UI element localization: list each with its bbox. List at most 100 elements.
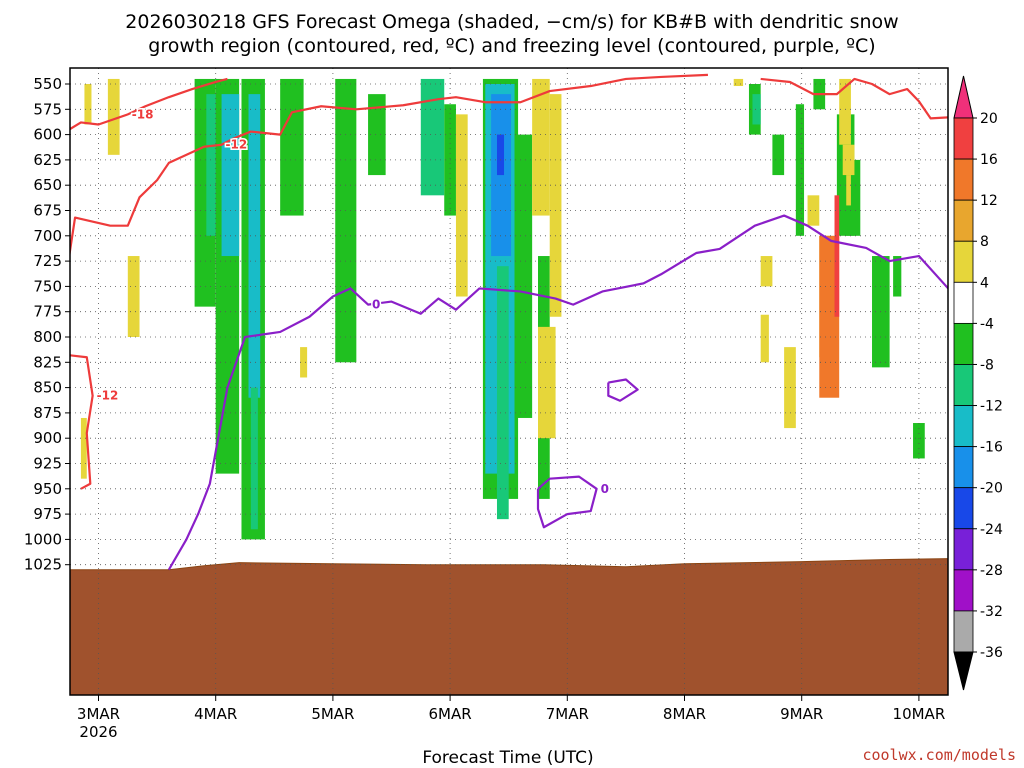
colorbar-label-1: 16 [980,152,998,168]
y-tick-label-2: 600 [33,126,62,144]
dgz-contour-line-3 [760,77,948,120]
y-tick-label-0: 550 [33,75,62,93]
terrain-fill [70,558,948,695]
colorbar-bottom-arrow [953,651,974,691]
omega-cell-49 [913,423,925,459]
colorbar-label-4: 4 [980,275,989,291]
colorbar-label-10: -24 [980,522,1003,538]
omega-cell-21 [496,134,505,176]
freezing-contour-line-1 [536,475,598,529]
terrain-surface [70,558,948,695]
x-tick-label-2: 5MAR [311,705,354,723]
plot-frame [69,67,949,696]
y-tick-label-19: 1025 [24,556,62,574]
omega-shading [80,78,925,540]
colorbar: 20 16 12 8 4 -4 -8 -12 -16 -20 -24 -28 -32 -36 [953,75,1003,691]
omega-cell-22 [496,266,509,520]
y-tick-label-16: 950 [33,480,62,498]
y-tick-label-1: 575 [33,100,62,118]
x-axis-title: Forecast Time (UTC) [422,748,593,768]
omega-cell-25 [532,78,550,216]
colorbar-label-3: 8 [980,234,989,250]
freezing-contour-line-0 [167,214,948,571]
colorbar-band-3 [953,240,974,283]
omega-cell-28 [733,78,744,87]
colorbar-band-4 [953,281,974,324]
colorbar-band-8 [953,446,974,489]
omega-cell-1 [107,78,120,155]
freezing-contour-line-2 [607,378,639,402]
y-tick-label-17: 975 [33,505,62,523]
dgz-contour-label-1: -18 [132,107,154,121]
omega-cell-35 [795,104,805,236]
dgz-contour-line-1 [70,77,228,131]
dgz-contour-line-0 [70,73,708,257]
omega-cell-2 [127,256,140,337]
colorbar-band-1 [953,158,974,201]
omega-cell-39 [807,195,820,226]
y-axis: 550 575 600 625 650 675 700 725 750 775 800 825 850 8… [24,75,70,574]
colorbar-band-11 [953,569,974,612]
chart-title-line-1: 2026030218 GFS Forecast Omega (shaded, −… [125,11,898,33]
omega-cell-11 [280,78,304,216]
y-tick-label-10: 800 [33,328,62,346]
omega-cell-45 [842,144,855,176]
chart-title-line-2: growth region (contoured, red, ºC) and f… [148,35,875,57]
dgz-contour-label-0: -12 [226,138,248,152]
colorbar-label-11: -28 [980,563,1003,579]
contour-labels: -12 -18 -12 0 0 [95,106,610,497]
x-tick-label-7: 10MAR [893,705,946,723]
y-tick-label-6: 700 [33,227,62,245]
colorbar-band-7 [953,405,974,448]
omega-cell-17 [455,114,468,297]
omega-cell-10 [250,387,258,530]
freezing-contours [167,214,948,571]
omega-cell-43 [834,195,840,317]
omega-cell-37 [813,78,826,95]
y-tick-label-11: 825 [33,353,62,371]
colorbar-label-9: -20 [980,481,1003,497]
omega-cell-34 [784,347,796,429]
freezing-contour-label-1: 0 [601,482,609,496]
omega-cell-0 [84,84,92,125]
colorbar-band-9 [953,487,974,530]
omega-cell-46 [846,175,851,206]
colorbar-label-12: -32 [980,604,1003,620]
dgz-contours [70,73,948,490]
omega-cell-20 [491,94,512,257]
x-tick-label-5: 8MAR [663,705,706,723]
y-tick-label-12: 850 [33,379,62,397]
x-tick-label-0: 3MAR [77,705,120,723]
colorbar-band-0 [953,117,974,160]
colorbar-label-0: 20 [980,111,998,127]
omega-cell-33 [760,314,769,363]
omega-cell-3 [80,417,87,479]
x-axis: 3MAR 4MAR 5MAR 6MAR 7MAR 8MAR 9MAR 10MAR 2026 [77,695,945,741]
omega-cell-27 [538,326,556,439]
y-tick-label-5: 675 [33,202,62,220]
x-tick-label-3: 6MAR [429,705,472,723]
colorbar-top-arrow [953,75,974,119]
colorbar-label-2: 12 [980,193,998,209]
colorbar-label-7: -12 [980,399,1003,415]
credit-text: coolwx.com/models [862,746,1016,764]
y-tick-label-4: 650 [33,176,62,194]
x-tick-label-1: 4MAR [194,705,237,723]
y-tick-label-3: 625 [33,151,62,169]
colorbar-label-8: -16 [980,440,1003,456]
freezing-contour-label-0: 0 [372,298,380,312]
omega-cell-7 [221,94,240,257]
colorbar-label-13: -36 [980,645,1003,661]
colorbar-band-10 [953,528,974,571]
omega-cell-9 [248,94,261,398]
omega-cell-32 [772,134,785,176]
omega-cell-23 [514,134,533,418]
omega-cell-29 [760,256,773,287]
omega-cell-42 [819,235,840,398]
omega-cell-44 [839,78,851,145]
omega-cell-48 [893,256,902,297]
colorbar-label-5: -4 [980,316,994,332]
colorbar-label-6: -8 [980,357,994,373]
colorbar-band-6 [953,364,974,406]
